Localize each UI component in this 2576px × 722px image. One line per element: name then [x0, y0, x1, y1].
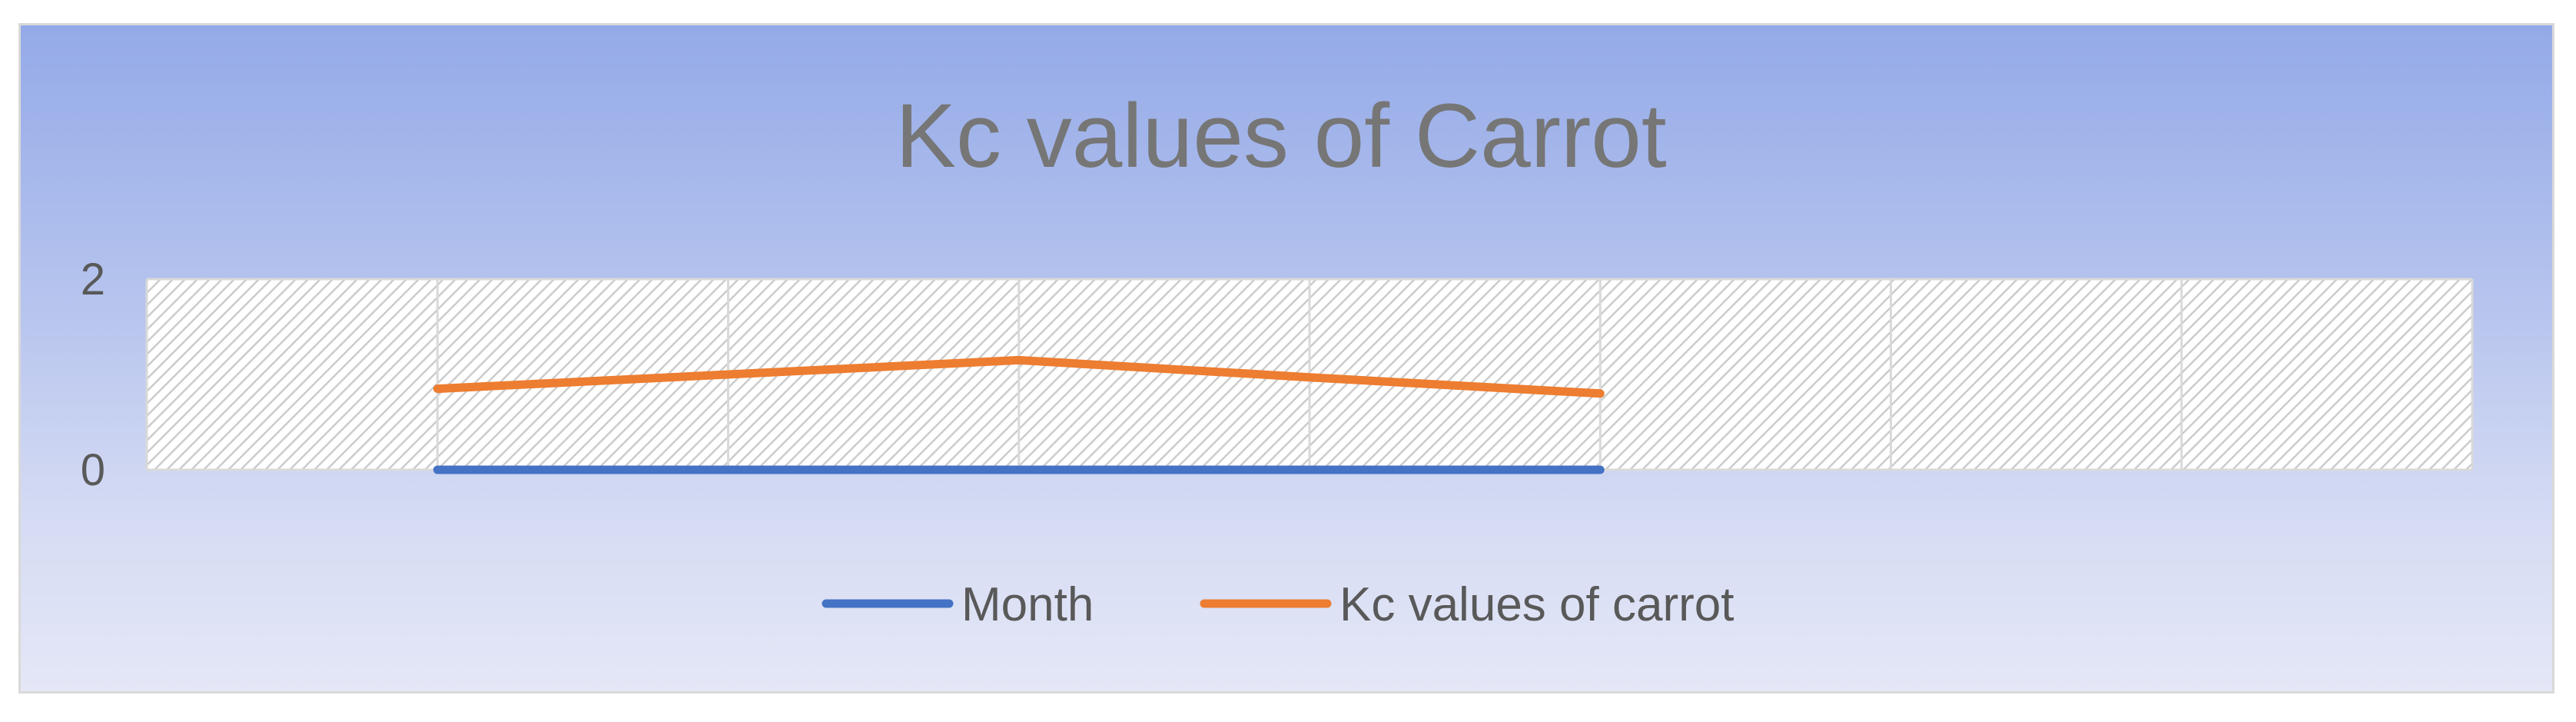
y-tick-label: 0 [81, 445, 105, 495]
legend-label-2: Kc values of carrot [1339, 578, 1734, 631]
legend: Month Kc values of carrot [822, 578, 1734, 631]
series-line-2 [433, 355, 1605, 398]
chart-svg: Kc values of Carrot 02 Month Kc values of… [81, 85, 2474, 631]
legend-label-1: Month [961, 578, 1094, 631]
chart-title: Kc values of Carrot [895, 85, 1666, 187]
series-layer [433, 355, 1605, 474]
y-tick-label: 2 [81, 255, 105, 304]
y-axis-ticks: 02 [81, 255, 105, 495]
